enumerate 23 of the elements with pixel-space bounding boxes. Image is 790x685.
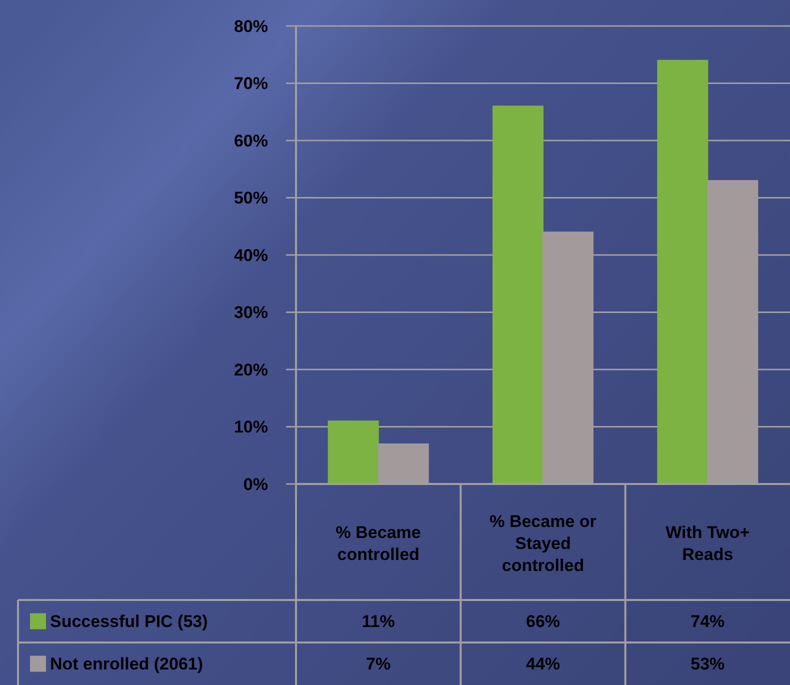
bar xyxy=(657,60,708,484)
legend-label: Not enrolled (2061) xyxy=(50,654,204,674)
y-tick-label: 60% xyxy=(234,131,268,150)
data-label: 66% xyxy=(526,612,560,632)
y-tick-label: 10% xyxy=(234,418,268,437)
y-tick-label: 0% xyxy=(243,474,268,494)
x-tick-label: % Became or Stayed controlled xyxy=(490,512,597,575)
y-tick-label: 80% xyxy=(234,16,268,36)
y-tick-label: 50% xyxy=(234,188,268,208)
y-tick-label: 30% xyxy=(234,303,268,322)
data-label: 74% xyxy=(690,612,725,632)
x-tick-label: % Became controlled xyxy=(336,522,421,564)
data-label: 7% xyxy=(366,654,391,674)
x-tick-label: With Two+ Reads xyxy=(666,522,750,564)
y-tick-label: 20% xyxy=(234,360,268,380)
bar xyxy=(328,420,379,484)
bar xyxy=(492,106,544,484)
data-label: 53% xyxy=(690,654,725,674)
data-label: 11% xyxy=(362,612,395,632)
data-label: 44% xyxy=(526,654,560,674)
y-tick-label: 40% xyxy=(234,246,268,265)
legend-label: Successful PIC (53) xyxy=(50,612,208,632)
y-tick-label: 70% xyxy=(234,74,268,94)
